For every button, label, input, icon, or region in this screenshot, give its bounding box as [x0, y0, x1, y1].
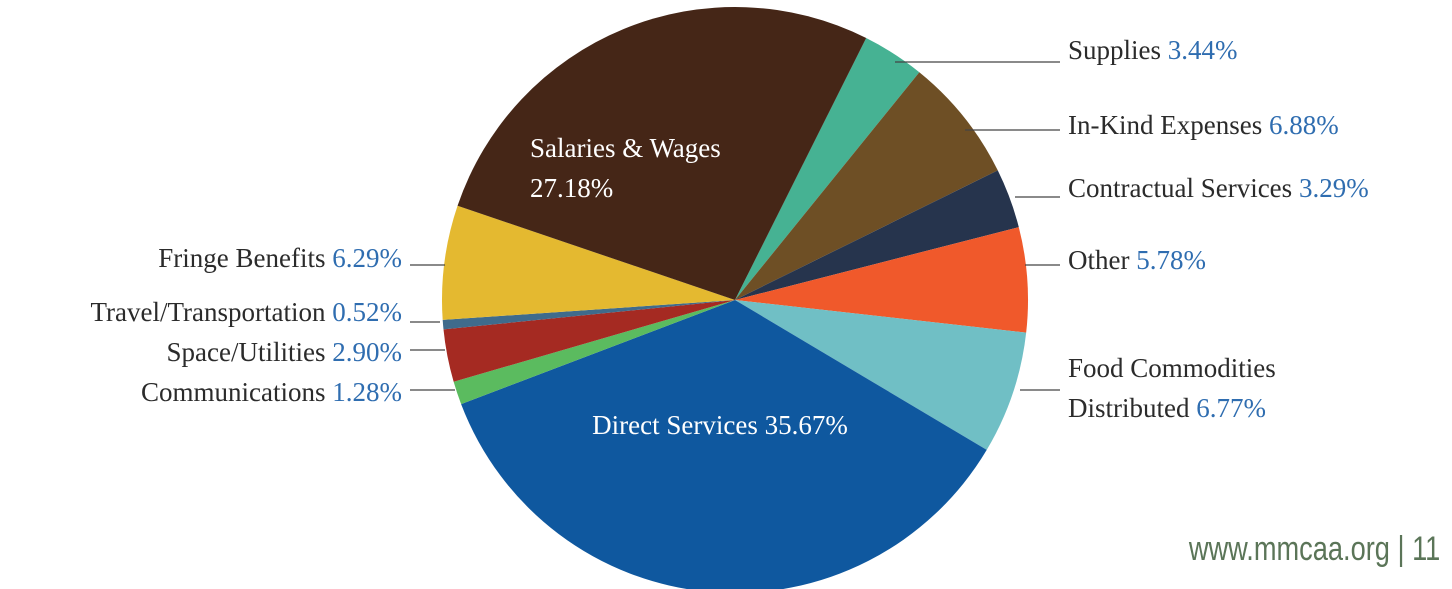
value-label: 3.44% — [1167, 35, 1238, 65]
value-label: 6.29% — [332, 243, 402, 273]
category-label: Direct Services — [592, 410, 758, 440]
pie-slice — [735, 227, 1028, 333]
slice-label: Fringe Benefits 6.29% — [0, 238, 402, 278]
category-label: Contractual Services — [1068, 173, 1293, 203]
slice-label: Salaries & Wages 27.18% — [530, 128, 790, 208]
category-label: Communications — [141, 377, 326, 407]
value-label: 35.67% — [764, 410, 848, 440]
category-label: In-Kind Expenses — [1068, 110, 1263, 140]
category-label: Travel/Transportation — [90, 297, 326, 327]
slice-label: Other 5.78% — [1068, 240, 1448, 280]
slice-label: Contractual Services 3.29% — [1068, 168, 1448, 208]
slice-label: Communications 1.28% — [0, 372, 402, 412]
category-label: Salaries & Wages — [530, 133, 721, 163]
value-label: 3.29% — [1298, 173, 1369, 203]
slice-label: In-Kind Expenses 6.88% — [1068, 105, 1448, 145]
pie-slice — [443, 300, 735, 382]
pie-slice — [442, 205, 735, 320]
pie-slice — [461, 300, 987, 589]
category-label: Other — [1068, 245, 1130, 275]
category-label: Fringe Benefits — [158, 243, 326, 273]
pie-slice — [735, 170, 1019, 300]
value-label: 27.18% — [530, 173, 614, 203]
value-label: 1.28% — [332, 377, 402, 407]
slice-label: Food Commodities Distributed 6.77% — [1068, 348, 1338, 428]
pie-slice — [735, 38, 920, 300]
category-label: Supplies — [1068, 35, 1162, 65]
category-label: Space/Utilities — [166, 337, 326, 367]
pie-slice — [735, 300, 1027, 450]
slice-label: Direct Services 35.67% — [540, 405, 900, 445]
pie-slice — [735, 72, 998, 300]
category-label: Food Commodities Distributed — [1068, 353, 1276, 423]
slice-label: Space/Utilities 2.90% — [0, 332, 402, 372]
value-label: 5.78% — [1136, 245, 1206, 275]
value-label: 0.52% — [332, 297, 402, 327]
slice-label: Supplies 3.44% — [1068, 30, 1448, 70]
pie-slice — [442, 300, 735, 330]
slice-label: Travel/Transportation 0.52% — [0, 292, 402, 332]
value-label: 6.77% — [1196, 393, 1266, 423]
pie-slice — [453, 300, 735, 405]
pie-slice — [457, 7, 867, 300]
value-label: 2.90% — [332, 337, 402, 367]
footer: www.mmcaa.org | 11 — [1188, 530, 1440, 568]
value-label: 6.88% — [1268, 110, 1339, 140]
